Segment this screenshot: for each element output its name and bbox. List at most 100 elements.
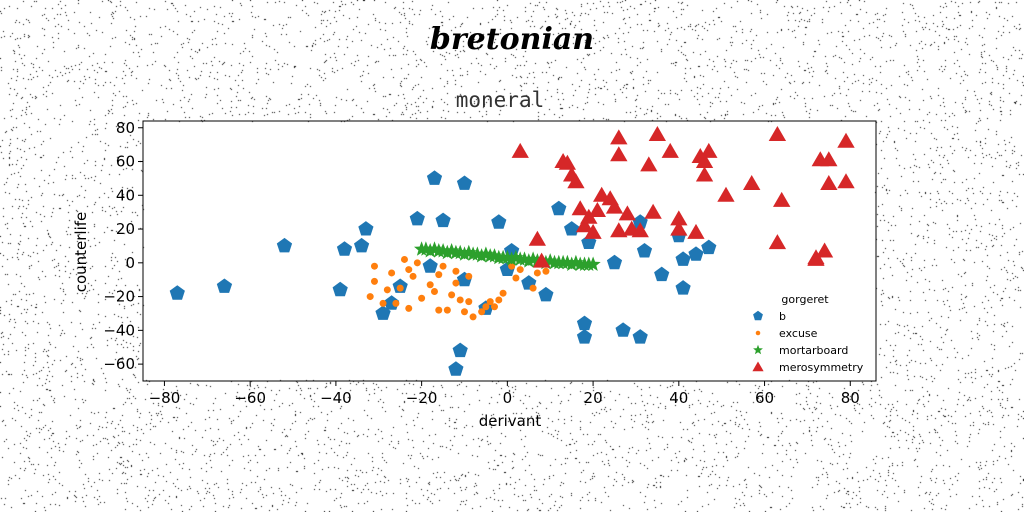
x-tick-label: 20 bbox=[584, 389, 603, 407]
point-b bbox=[701, 239, 717, 255]
legend-marker-b bbox=[753, 310, 763, 321]
point-excuse bbox=[383, 286, 391, 294]
point-excuse bbox=[469, 313, 477, 321]
point-mortarboard bbox=[474, 248, 490, 263]
point-excuse bbox=[435, 306, 443, 314]
point-excuse bbox=[448, 291, 456, 299]
figure-suptitle: bretonian bbox=[429, 22, 595, 57]
point-b bbox=[448, 361, 464, 376]
legend-marker-merosymmetry bbox=[752, 361, 764, 372]
point-b bbox=[576, 329, 593, 344]
point-b bbox=[456, 175, 473, 190]
point-mortarboard bbox=[439, 244, 455, 260]
x-tick-label: −60 bbox=[234, 389, 266, 407]
point-b bbox=[636, 243, 653, 258]
point-excuse bbox=[430, 288, 438, 296]
point-excuse bbox=[452, 279, 460, 287]
point-merosymmetry bbox=[820, 151, 838, 167]
y-tick-label: 40 bbox=[116, 186, 135, 204]
point-b bbox=[606, 254, 623, 270]
point-excuse bbox=[379, 299, 387, 307]
point-merosymmetry bbox=[575, 217, 594, 233]
point-merosymmetry bbox=[700, 142, 718, 158]
point-b bbox=[491, 214, 507, 229]
point-excuse bbox=[400, 255, 408, 263]
point-excuse bbox=[482, 303, 490, 311]
point-excuse bbox=[405, 304, 413, 312]
point-b bbox=[354, 237, 370, 253]
point-excuse bbox=[452, 267, 460, 275]
x-tick-label: −20 bbox=[406, 389, 438, 407]
point-mortarboard bbox=[521, 253, 537, 268]
point-merosymmetry bbox=[558, 154, 576, 170]
x-tick-label: −40 bbox=[320, 389, 352, 407]
y-axis-label: counterlife bbox=[72, 212, 90, 293]
point-merosymmetry bbox=[743, 175, 761, 190]
point-merosymmetry bbox=[528, 230, 546, 246]
point-merosymmetry bbox=[610, 222, 628, 238]
point-merosymmetry bbox=[661, 142, 679, 158]
point-excuse bbox=[465, 298, 473, 306]
point-merosymmetry bbox=[610, 129, 628, 145]
point-b bbox=[538, 286, 554, 302]
legend: gorgeret b excuse mortarboard merosymmetry bbox=[752, 293, 864, 374]
point-excuse bbox=[418, 294, 426, 302]
point-merosymmetry bbox=[773, 191, 791, 207]
point-merosymmetry bbox=[717, 186, 735, 202]
y-tick-label: 0 bbox=[125, 254, 135, 272]
point-merosymmetry bbox=[768, 234, 787, 250]
point-merosymmetry bbox=[567, 173, 585, 189]
chart-title: moneral bbox=[456, 88, 545, 112]
point-b bbox=[422, 258, 438, 273]
point-mortarboard bbox=[456, 246, 473, 261]
point-excuse bbox=[435, 271, 443, 279]
y-axis: −60 −40 −20 0 20 40 60 80 bbox=[103, 119, 143, 373]
point-merosymmetry bbox=[511, 142, 529, 158]
point-excuse bbox=[439, 262, 447, 270]
point-excuse bbox=[388, 269, 396, 277]
point-excuse bbox=[495, 296, 503, 304]
x-tick-label: 60 bbox=[755, 389, 774, 407]
point-merosymmetry bbox=[768, 126, 787, 141]
point-b bbox=[332, 281, 348, 297]
point-b bbox=[452, 342, 468, 358]
point-excuse bbox=[456, 296, 464, 304]
point-excuse bbox=[499, 289, 507, 297]
point-excuse bbox=[426, 281, 434, 289]
point-b bbox=[358, 221, 374, 236]
point-merosymmetry bbox=[605, 198, 624, 214]
legend-label-merosymmetry: merosymmetry bbox=[779, 361, 864, 374]
point-merosymmetry bbox=[580, 208, 598, 224]
point-b bbox=[654, 266, 670, 282]
point-b bbox=[632, 214, 648, 229]
point-merosymmetry bbox=[670, 220, 688, 236]
x-axis-label: derivant bbox=[479, 412, 542, 430]
point-excuse bbox=[508, 262, 516, 270]
point-b bbox=[615, 322, 631, 337]
point-excuse bbox=[460, 308, 468, 316]
point-excuse bbox=[405, 266, 413, 274]
point-b bbox=[551, 200, 567, 216]
point-b bbox=[216, 278, 233, 293]
data-points bbox=[169, 126, 855, 376]
point-merosymmetry bbox=[695, 153, 714, 168]
point-merosymmetry bbox=[670, 210, 688, 226]
point-b bbox=[435, 212, 451, 228]
point-b bbox=[576, 315, 593, 331]
point-mortarboard bbox=[564, 256, 580, 271]
point-merosymmetry bbox=[631, 222, 649, 238]
plot-frame bbox=[142, 120, 877, 382]
legend-title: gorgeret bbox=[781, 293, 829, 306]
point-b bbox=[276, 237, 293, 253]
point-merosymmetry bbox=[695, 166, 714, 182]
point-merosymmetry bbox=[588, 202, 606, 217]
point-b bbox=[688, 246, 704, 261]
legend-marker-excuse bbox=[755, 330, 761, 336]
point-merosymmetry bbox=[533, 252, 551, 268]
x-axis: −80 −60 −40 −20 0 20 40 60 80 bbox=[149, 381, 860, 407]
x-tick-label: −80 bbox=[149, 389, 181, 407]
x-tick-label: 0 bbox=[503, 389, 513, 407]
point-merosymmetry bbox=[644, 203, 662, 219]
point-merosymmetry bbox=[837, 132, 855, 148]
